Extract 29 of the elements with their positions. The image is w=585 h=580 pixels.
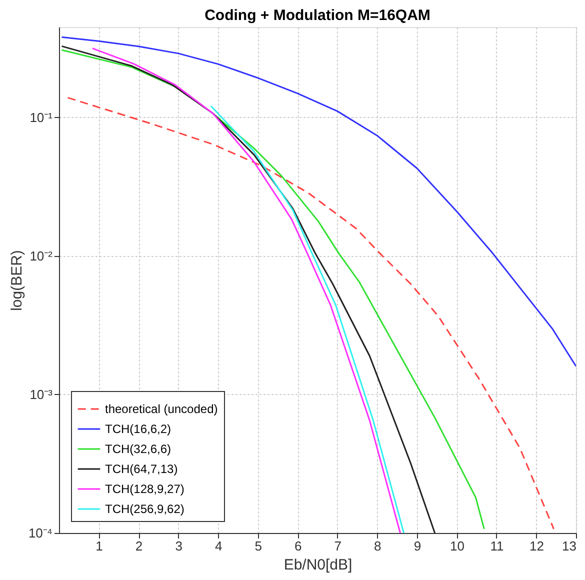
legend-label: TCH(32,6,6) bbox=[105, 442, 172, 456]
x-tick-label: 3 bbox=[175, 538, 182, 554]
x-tick-label: 1 bbox=[96, 538, 103, 554]
y-tick-label: 10⁻² bbox=[30, 248, 54, 264]
x-tick-label: 10 bbox=[450, 538, 464, 554]
legend-label: TCH(128,9,27) bbox=[105, 482, 184, 496]
x-tick-label: 13 bbox=[562, 538, 576, 554]
x-tick-label: 6 bbox=[294, 538, 302, 554]
x-tick-label: 9 bbox=[414, 538, 422, 554]
legend-label: theoretical (uncoded) bbox=[105, 402, 218, 416]
y-tick-label: 10⁻⁴ bbox=[28, 526, 52, 540]
x-tick-label: 7 bbox=[334, 538, 342, 554]
y-tick-label: 10⁻³ bbox=[30, 386, 54, 402]
x-tick-label: 2 bbox=[135, 538, 143, 554]
legend-label: TCH(16,6,2) bbox=[105, 422, 172, 436]
legend-label: TCH(64,7,13) bbox=[105, 462, 178, 476]
x-tick-label: 11 bbox=[490, 538, 504, 554]
line-series bbox=[67, 96, 554, 530]
x-tick-label: 5 bbox=[254, 538, 262, 554]
x-tick-label: 8 bbox=[374, 538, 382, 554]
legend-label: TCH(256,9,62) bbox=[105, 502, 184, 516]
x-tick-label: 4 bbox=[214, 538, 222, 554]
x-axis-title: Eb/N0[dB] bbox=[284, 556, 352, 574]
line-series bbox=[92, 48, 401, 533]
chart-title: Coding + Modulation M=16QAM bbox=[204, 7, 430, 24]
x-tick-label: 12 bbox=[529, 538, 544, 554]
y-axis-title: log(BER) bbox=[8, 250, 26, 311]
line-series bbox=[61, 36, 576, 367]
y-tick-label: 10⁻¹ bbox=[30, 110, 54, 125]
